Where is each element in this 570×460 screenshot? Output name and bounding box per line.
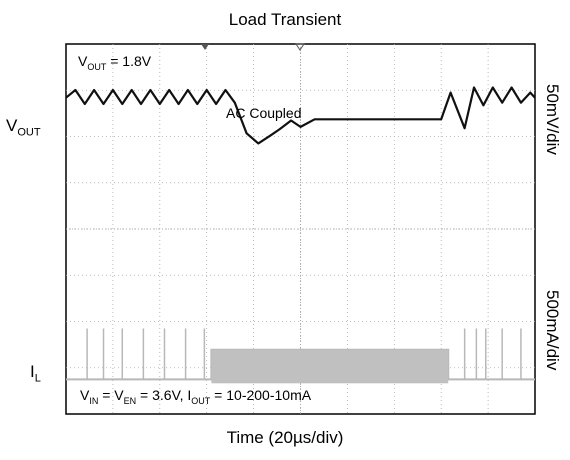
vout-scale-label: 50mV/div [543, 84, 562, 155]
x-axis-label: Time (20µs/div) [226, 428, 344, 447]
trigger-marker-icon [201, 44, 209, 50]
vout-annotation: VOUT = 1.8V [78, 53, 152, 72]
ac-coupled-annotation: AC Coupled [226, 105, 302, 121]
conditions-annotation: VIN = VEN = 3.6V, IOUT = 10-200-10mA [80, 387, 312, 406]
trigger-level-marker-icon [295, 43, 305, 51]
vout-channel-label: VOUT [6, 116, 41, 139]
chart-title: Load Transient [228, 10, 342, 29]
traces [65, 86, 536, 384]
il-ripple-band [211, 349, 449, 384]
il-scale-label: 500mA/div [543, 290, 562, 371]
il-channel-label: IL [30, 362, 41, 385]
vout-trace [65, 86, 536, 145]
il-trace [66, 348, 535, 381]
